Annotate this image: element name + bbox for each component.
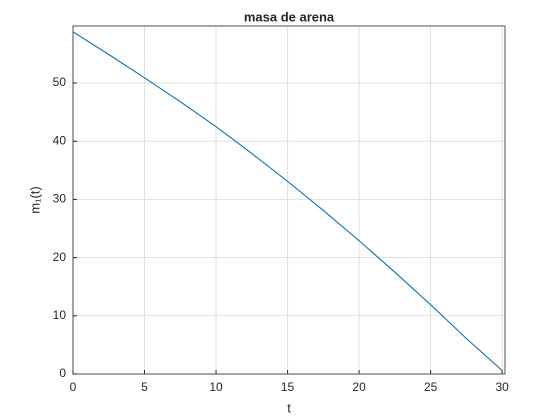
chart-title: masa de arena: [244, 9, 335, 24]
x-tick-label: 25: [424, 380, 438, 394]
x-tick-label: 0: [70, 380, 77, 394]
y-tick-label: 10: [53, 308, 67, 322]
x-tick-label: 20: [352, 380, 366, 394]
x-tick-label: 5: [141, 380, 148, 394]
y-tick-label: 40: [53, 133, 67, 147]
y-tick-label: 0: [59, 366, 66, 380]
x-axis-label: t: [287, 400, 291, 415]
x-tick-label: 15: [281, 380, 295, 394]
y-axis-label: m₁(t): [27, 186, 42, 214]
x-tick-label: 30: [495, 380, 509, 394]
x-tick-label: 10: [209, 380, 223, 394]
y-tick-label: 50: [53, 75, 67, 89]
y-tick-label: 20: [53, 250, 67, 264]
data-line: [72, 31, 503, 371]
plot-frame: [72, 25, 506, 375]
y-tick-label: 30: [53, 192, 67, 206]
